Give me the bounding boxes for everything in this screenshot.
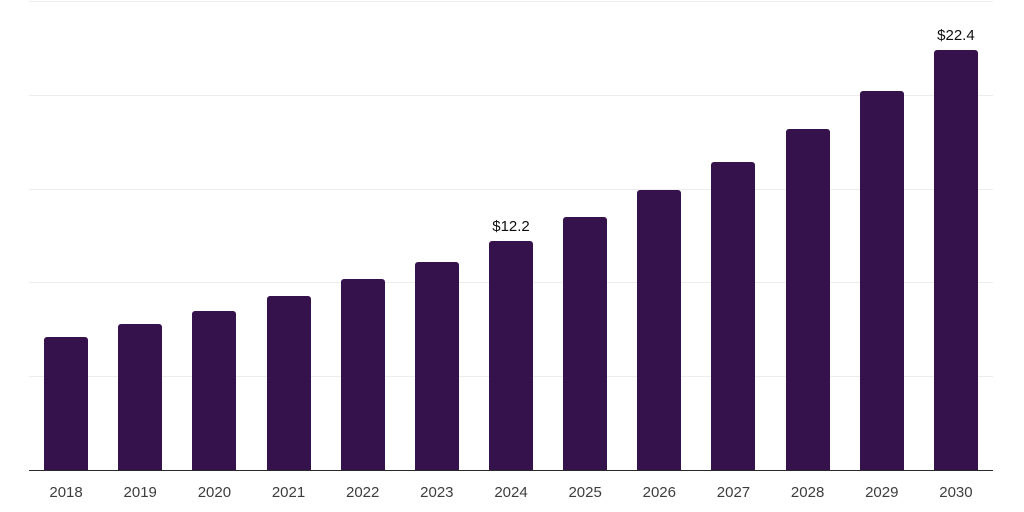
bar-2022[interactable] bbox=[340, 278, 385, 470]
x-tick-label-2021: 2021 bbox=[271, 484, 306, 501]
x-tick-label-2025: 2025 bbox=[568, 484, 602, 501]
value-label-2024: $12.2 bbox=[492, 218, 530, 236]
bar-2026[interactable] bbox=[637, 190, 682, 470]
x-tick-label-2022: 2022 bbox=[346, 484, 380, 501]
plot-area: $12.2 $22.4 bbox=[29, 1, 993, 471]
bar-2030[interactable] bbox=[933, 49, 978, 470]
x-tick-label-2018: 2018 bbox=[49, 484, 83, 501]
x-tick-label-2023: 2023 bbox=[420, 484, 454, 501]
bar-2019[interactable] bbox=[118, 323, 163, 470]
bar-2028[interactable] bbox=[785, 128, 830, 470]
bar-2023[interactable] bbox=[414, 261, 459, 470]
x-tick-label-2029: 2029 bbox=[865, 484, 899, 501]
bar-2029[interactable] bbox=[859, 91, 904, 470]
gridline-20 bbox=[29, 94, 993, 96]
bar-2024[interactable] bbox=[489, 241, 533, 470]
gridline-25 bbox=[29, 1, 993, 2]
bar-2027[interactable] bbox=[711, 162, 756, 470]
bar-2025[interactable] bbox=[563, 216, 608, 470]
bar-2020[interactable] bbox=[192, 310, 237, 470]
x-tick-label-2027: 2027 bbox=[716, 484, 751, 501]
x-tick-label-2020: 2020 bbox=[197, 484, 232, 501]
bar-2018[interactable] bbox=[44, 336, 89, 470]
x-axis: 2018 2019 2020 2021 2022 2023 2024 2025 2026 2027… bbox=[29, 470, 993, 512]
bar-2021[interactable] bbox=[266, 295, 311, 470]
x-tick-label-2030: 2030 bbox=[939, 484, 973, 501]
x-tick-label-2026: 2026 bbox=[642, 484, 676, 501]
x-tick-label-2028: 2028 bbox=[790, 484, 825, 501]
x-tick-label-2019: 2019 bbox=[123, 484, 157, 501]
gridline-15 bbox=[29, 188, 993, 190]
value-label-2030: $22.4 bbox=[937, 26, 975, 44]
x-tick-label-2024: 2024 bbox=[494, 484, 528, 501]
x-axis-line bbox=[29, 470, 993, 471]
